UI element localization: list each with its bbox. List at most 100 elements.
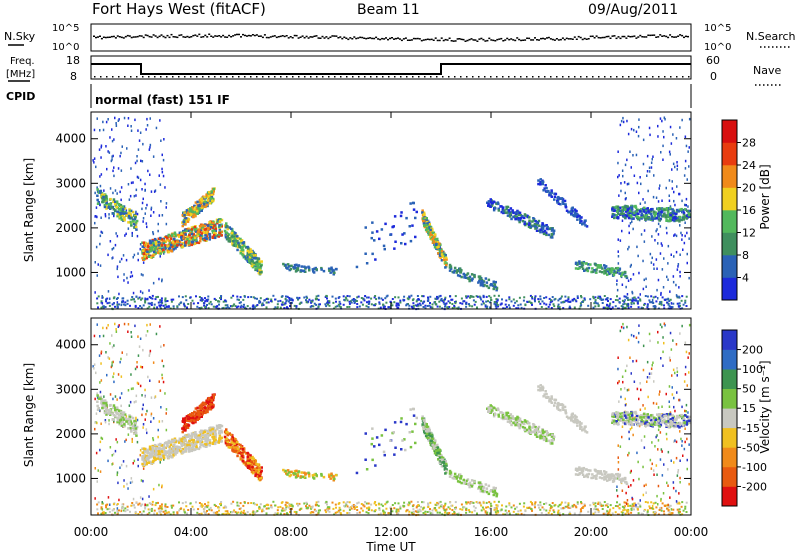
range-cell [285,266,288,269]
range-cell [213,231,216,235]
noise-point [573,36,576,38]
range-cell [438,246,442,249]
range-cell [537,229,541,232]
range-cell [121,301,123,304]
range-cell [127,211,130,215]
range-cell [509,207,513,210]
range-cell [631,506,634,509]
range-cell [548,297,551,300]
range-cell [583,298,586,301]
range-cell [145,248,148,252]
range-cell [134,215,137,219]
range-cell [338,511,341,514]
noise-point [520,39,523,42]
range-cell [151,238,154,242]
range-cell [666,437,668,441]
range-cell [465,296,468,299]
range-cell [663,513,666,516]
frequency-panel: Freq. [MHz] 18 8 60 0 Nave [6,54,782,86]
range-cell [599,503,602,506]
range-cell [272,500,275,503]
range-cell [502,513,505,516]
range-cell [639,208,643,211]
range-cell [159,505,162,508]
noise-point [385,37,387,39]
range-cell [629,206,633,209]
range-cell [660,210,663,213]
range-cell [435,243,438,246]
range-cell [612,507,615,510]
range-cell [142,197,144,201]
nave-point [514,76,516,78]
range-cell [440,248,443,252]
range-cell [653,217,656,220]
range-cell [280,303,283,306]
range-cell [161,214,164,217]
nave-point [478,76,480,78]
range-cell [564,206,568,209]
range-cell [679,430,681,433]
range-cell [167,511,170,514]
range-cell [141,241,144,244]
range-cell [592,306,595,309]
range-cell [144,212,146,215]
range-cell [139,305,142,307]
noise-point [553,39,556,41]
range-cell [276,307,279,310]
range-cell [284,302,287,305]
range-cell [650,161,653,164]
range-cell [673,199,675,203]
range-cell [147,249,151,252]
range-cell [425,230,429,233]
nave-point [280,76,282,78]
range-cell [150,256,153,259]
range-cell [231,305,233,308]
nave-point [454,76,456,78]
range-cell [126,299,129,302]
range-cell [260,270,263,274]
range-cell [598,265,602,269]
range-cell [470,501,473,504]
range-cell [617,216,620,219]
range-cell [467,501,470,504]
range-cell [225,231,228,234]
range-cell [437,247,440,251]
range-cell [429,295,432,298]
range-cell [147,508,150,511]
range-cell [432,236,436,239]
range-cell [289,508,292,511]
noise-point [426,38,429,40]
range-cell [688,276,690,280]
range-cell [119,154,121,158]
range-cell [616,279,618,282]
range-cell [195,501,197,504]
range-cell [144,299,147,302]
range-cell [204,205,207,209]
range-cell [591,267,594,270]
range-cell [597,297,600,299]
range-cell [201,504,204,507]
range-cell [172,298,175,301]
range-cell [239,507,242,510]
range-cell [293,263,297,267]
range-cell [669,205,672,208]
range-cell [443,509,446,511]
noise-point [128,35,131,37]
range-cell [244,513,247,516]
range-cell [217,506,220,509]
range-cell [210,193,214,197]
range-cell [681,199,683,203]
range-cell [421,295,424,298]
range-cell [453,269,456,273]
range-cell [283,509,286,512]
range-cell [437,296,440,299]
range-cell [472,299,475,302]
range-cell [523,216,526,220]
range-cell [429,235,432,238]
range-cell [238,301,241,304]
range-cell [500,302,503,305]
range-cell [658,211,661,214]
range-cell [460,503,463,506]
range-cell [265,504,268,506]
range-cell [623,295,626,298]
